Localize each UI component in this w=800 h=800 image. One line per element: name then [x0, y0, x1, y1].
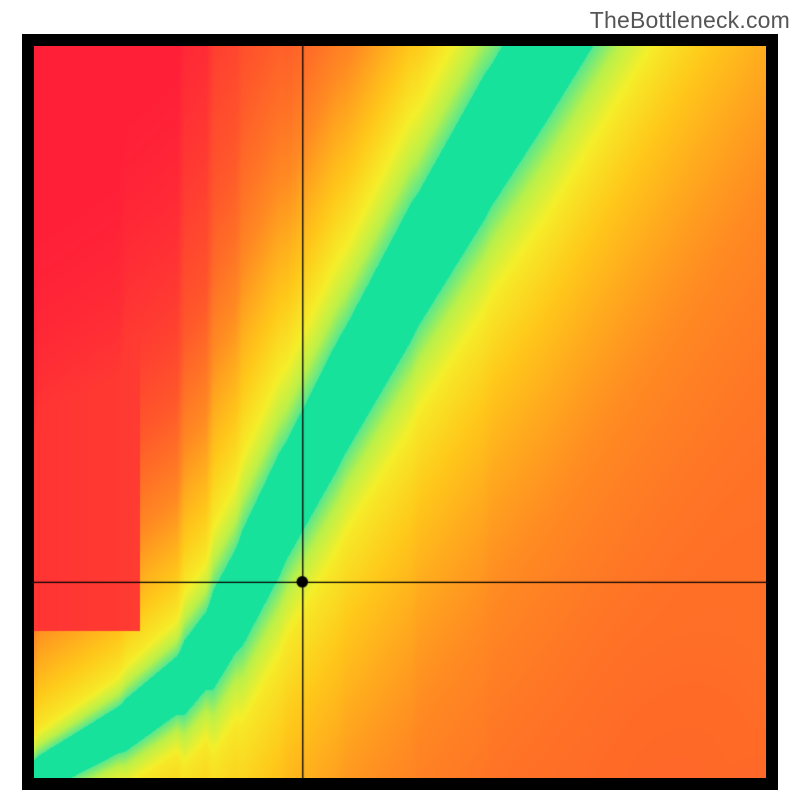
heatmap-plot: [34, 46, 766, 778]
watermark-text: TheBottleneck.com: [590, 7, 790, 34]
